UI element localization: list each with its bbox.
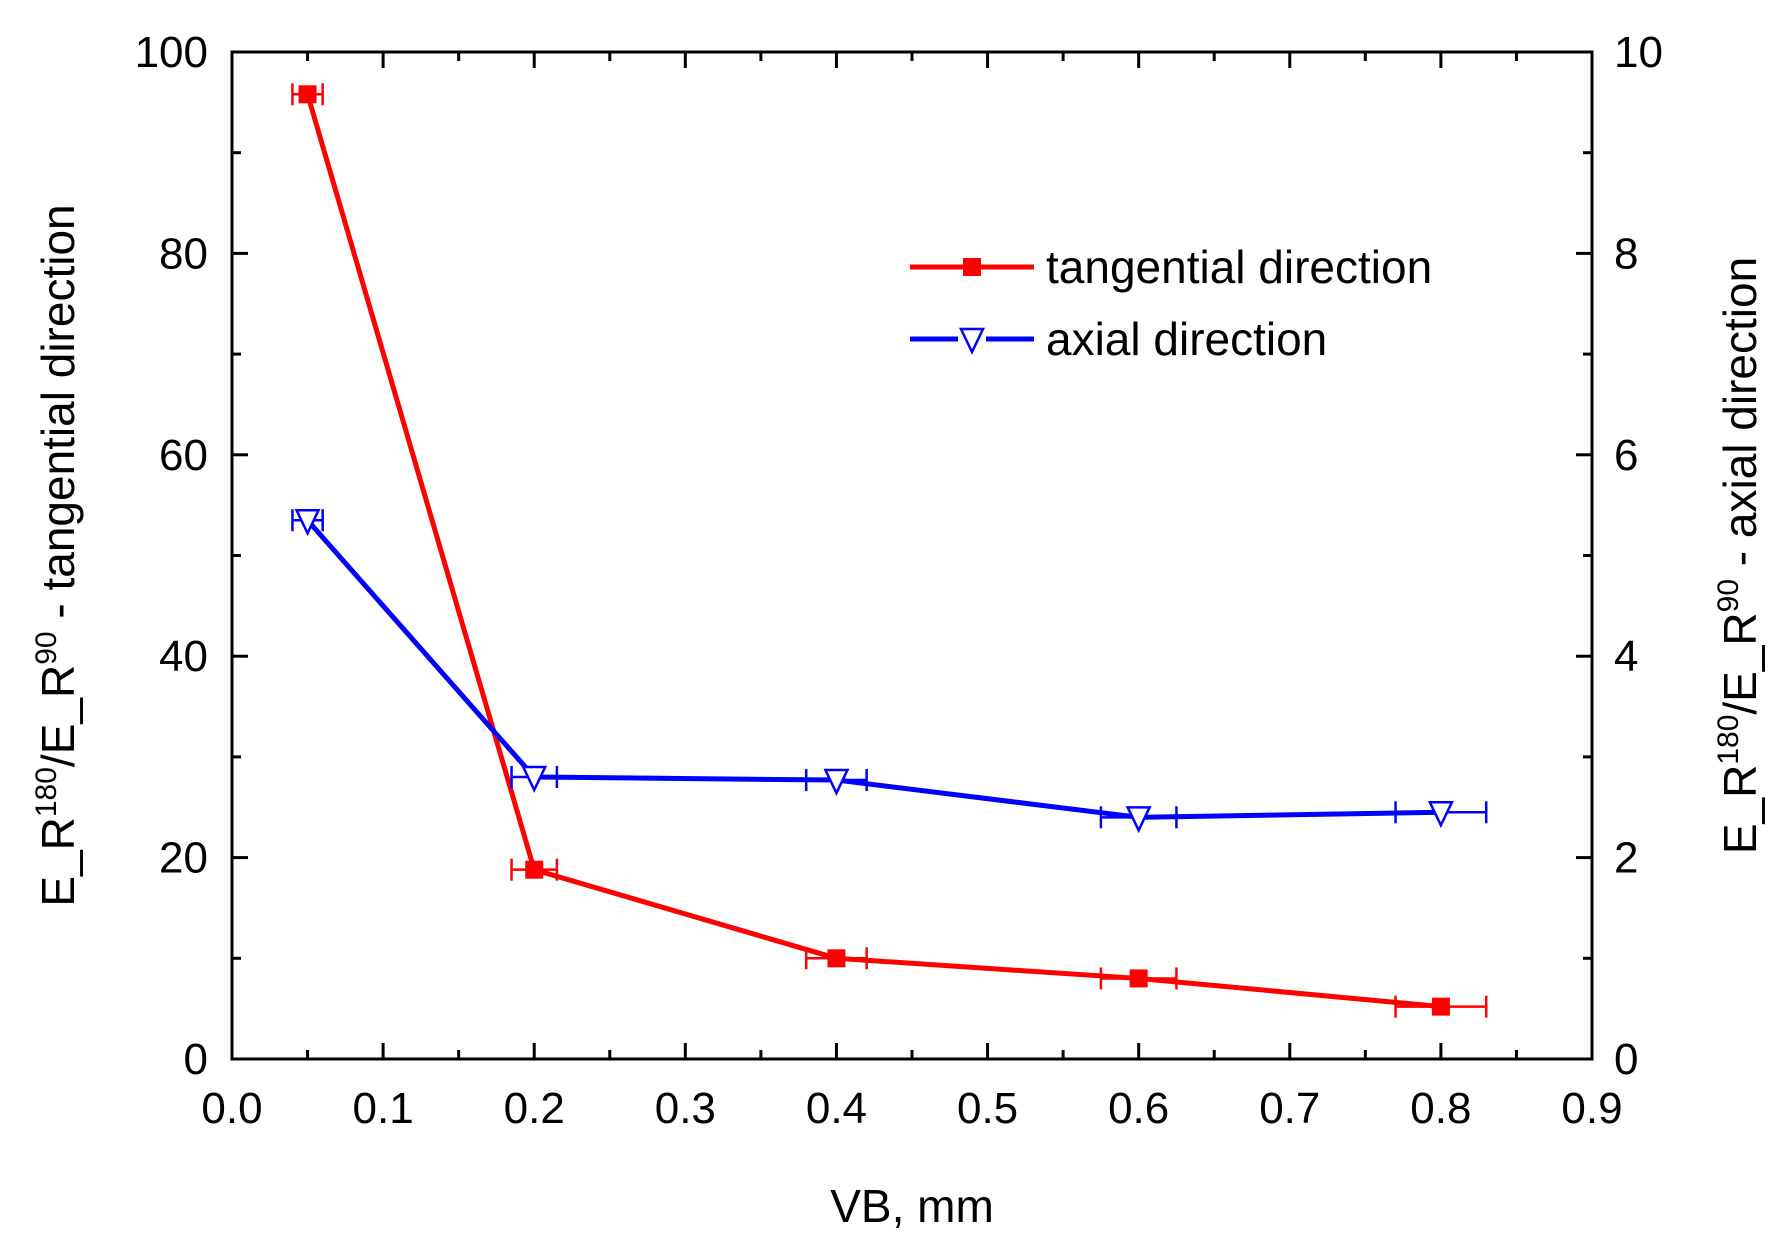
x-tick-label: 0.0 (201, 1084, 262, 1133)
tick-labels: 0.0 0.1 0.2 0.3 0.4 0.5 0.6 0.7 0.8 0.90204060801… (135, 28, 1663, 1133)
y-left-title-mid: /E_R (32, 665, 84, 767)
y-left-title-prefix: E_R (32, 817, 84, 906)
y-right-title-sup2: 90 (1712, 579, 1745, 612)
data-point (827, 949, 846, 968)
data-point (521, 765, 548, 793)
x-tick-label: 0.3 (655, 1084, 716, 1133)
legend-marker (963, 258, 981, 276)
y-right-tick-label: 10 (1614, 28, 1663, 77)
y-right-title-suffix: - axial direction (1714, 257, 1766, 579)
series-tangential-direction (291, 83, 1488, 1018)
data-point (1431, 997, 1450, 1016)
y-right-tick-label: 6 (1614, 431, 1638, 480)
y-left-tick-label: 100 (135, 28, 208, 77)
y-left-title-sup2: 90 (30, 631, 63, 664)
y-right-title-sup1: 180 (1712, 715, 1745, 765)
x-tick-label: 0.5 (957, 1084, 1018, 1133)
data-point (1129, 969, 1148, 988)
y-right-tick-label: 4 (1614, 632, 1638, 681)
x-tick-label: 0.6 (1108, 1084, 1169, 1133)
data-point (1125, 806, 1152, 834)
series-line (305, 93, 1442, 1010)
y-left-tick-label: 80 (159, 229, 208, 278)
x-tick-label: 0.7 (1259, 1084, 1320, 1133)
series-axial-direction (291, 509, 1488, 834)
legend-label: axial direction (1046, 313, 1327, 365)
legend-item: axial direction (910, 313, 1327, 365)
y-left-axis-title: E_R180/E_R90 - tangential direction (30, 204, 84, 906)
series-layer (291, 83, 1488, 1018)
x-tick-label: 0.1 (353, 1084, 414, 1133)
y-left-tick-label: 0 (184, 1035, 208, 1084)
x-axis-title: VB, mm (830, 1180, 994, 1232)
y-right-tick-label: 8 (1614, 229, 1638, 278)
y-left-tick-label: 60 (159, 431, 208, 480)
y-right-axis-title: E_R180/E_R90 - axial direction (1712, 257, 1766, 854)
y-left-tick-label: 20 (159, 834, 208, 883)
x-tick-label: 0.8 (1410, 1084, 1471, 1133)
legend: tangential direction axial direction (910, 241, 1432, 365)
data-point (1427, 801, 1454, 829)
data-point (294, 509, 321, 537)
axis-ticks (230, 50, 1594, 1061)
x-tick-label: 0.4 (806, 1084, 867, 1133)
y-left-tick-label: 40 (159, 632, 208, 681)
legend-label: tangential direction (1046, 241, 1432, 293)
y-left-title-sup1: 180 (30, 767, 63, 817)
plot-frame (230, 50, 1594, 1061)
y-left-title-suffix: - tangential direction (32, 204, 84, 631)
y-right-tick-label: 0 (1614, 1035, 1638, 1084)
legend-marker (959, 327, 985, 355)
y-right-title-mid: /E_R (1714, 612, 1766, 714)
legend-item: tangential direction (910, 241, 1432, 293)
y-right-tick-label: 2 (1614, 834, 1638, 883)
data-point (823, 768, 850, 796)
x-tick-label: 0.2 (504, 1084, 565, 1133)
data-point (525, 860, 544, 879)
data-point (298, 85, 317, 104)
x-tick-label: 0.9 (1561, 1084, 1622, 1133)
y-right-title-prefix: E_R (1714, 765, 1766, 854)
